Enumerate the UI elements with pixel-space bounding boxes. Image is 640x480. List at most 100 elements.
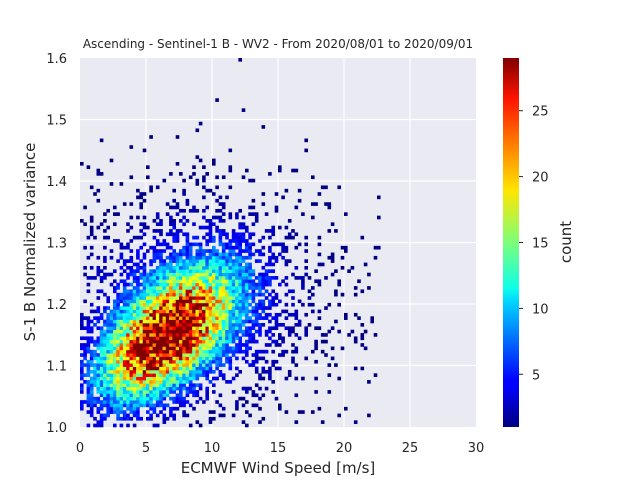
heatmap-cell [136, 326, 140, 331]
heatmap-cell [238, 396, 242, 401]
heatmap-cell [268, 276, 272, 280]
heatmap-cell [258, 239, 262, 243]
heatmap-cell [225, 339, 229, 344]
heatmap-cell [169, 215, 173, 220]
heatmap-cell [208, 302, 213, 307]
heatmap-cell [149, 276, 153, 280]
heatmap-cell [185, 413, 190, 418]
heatmap-cell [169, 343, 173, 347]
heatmap-cell [225, 269, 229, 273]
heatmap-cell [109, 393, 114, 398]
heatmap-cell [96, 269, 101, 273]
heatmap-cell [268, 259, 272, 263]
heatmap-cell [218, 255, 223, 260]
heatmap-cell [155, 282, 160, 287]
heatmap-cell [258, 306, 262, 310]
heatmap-cell [172, 406, 176, 411]
heatmap-cell [271, 229, 275, 233]
heatmap-cell [248, 262, 252, 267]
heatmap-cell [225, 276, 229, 280]
heatmap-cell [192, 255, 196, 260]
heatmap-cell [192, 282, 196, 287]
heatmap-cell [208, 279, 213, 284]
heatmap-cell [122, 245, 127, 250]
heatmap-cell [165, 212, 170, 216]
heatmap-cell [162, 403, 167, 408]
heatmap-cell [185, 249, 190, 253]
heatmap-cell [169, 232, 173, 237]
heatmap-cell [238, 252, 242, 257]
heatmap-cell [126, 329, 130, 334]
heatmap-cell [192, 269, 196, 273]
heatmap-cell [152, 403, 157, 408]
heatmap-cell [344, 212, 348, 216]
heatmap-cell [185, 219, 190, 223]
heatmap-cell [172, 265, 176, 270]
heatmap-cell [192, 339, 196, 344]
heatmap-cell [205, 188, 209, 193]
heatmap-cell [165, 265, 170, 270]
heatmap-cell [126, 363, 130, 367]
heatmap-cell [320, 420, 325, 424]
heatmap-cell [169, 309, 173, 314]
heatmap-cell [195, 255, 200, 260]
heatmap-cell [238, 296, 242, 300]
heatmap-cell [103, 380, 107, 384]
heatmap-cell [149, 343, 153, 347]
heatmap-cell [162, 326, 167, 331]
heatmap-cell [231, 413, 236, 418]
heatmap-cell [238, 245, 242, 250]
heatmap-cell [185, 336, 190, 341]
heatmap-cell [136, 396, 140, 401]
heatmap-cell [212, 329, 216, 334]
heatmap-cell [225, 235, 229, 240]
heatmap-cell [195, 269, 200, 273]
heatmap-cell [205, 333, 209, 337]
heatmap-cell [89, 410, 94, 414]
heatmap-cell [202, 292, 206, 297]
heatmap-cell [218, 369, 223, 374]
heatmap-cell [192, 262, 196, 267]
heatmap-cell [188, 386, 193, 391]
heatmap-cell [132, 333, 137, 337]
heatmap-cell [241, 239, 246, 243]
heatmap-cell [175, 161, 180, 166]
heatmap-cell [122, 306, 127, 310]
heatmap-cell [109, 406, 114, 411]
heatmap-cell [149, 269, 153, 273]
heatmap-cell [261, 302, 266, 307]
heatmap-cell [238, 232, 242, 237]
heatmap-cell [96, 396, 101, 401]
heatmap-cell [116, 312, 120, 317]
heatmap-cell [235, 232, 239, 237]
heatmap-cell [106, 373, 110, 377]
heatmap-cell [192, 369, 196, 374]
heatmap-cell [248, 326, 252, 331]
heatmap-cell [268, 245, 272, 250]
heatmap-cell [126, 386, 130, 391]
heatmap-cell [132, 396, 137, 401]
heatmap-cell [208, 333, 213, 337]
heatmap-cell [231, 279, 236, 284]
heatmap-cell [152, 353, 157, 357]
heatmap-cell [182, 208, 186, 213]
heatmap-cell [165, 296, 170, 300]
heatmap-cell [182, 323, 186, 327]
heatmap-cell [136, 390, 140, 394]
y-axis-ticks: 1.01.11.21.31.41.51.6 [46, 52, 67, 436]
heatmap-cell [142, 349, 147, 354]
heatmap-cell [225, 380, 229, 384]
heatmap-cell [208, 292, 213, 297]
x-tick-label: 10 [204, 441, 221, 456]
heatmap-cell [119, 292, 124, 297]
heatmap-cell [261, 276, 266, 280]
heatmap-cell [152, 319, 157, 324]
heatmap-cell [198, 323, 203, 327]
heatmap-cell [136, 282, 140, 287]
heatmap-cell [195, 339, 200, 344]
heatmap-cell [188, 286, 193, 290]
heatmap-cell [192, 336, 196, 341]
heatmap-cell [165, 339, 170, 344]
heatmap-cell [179, 259, 183, 263]
heatmap-cell [311, 410, 315, 414]
